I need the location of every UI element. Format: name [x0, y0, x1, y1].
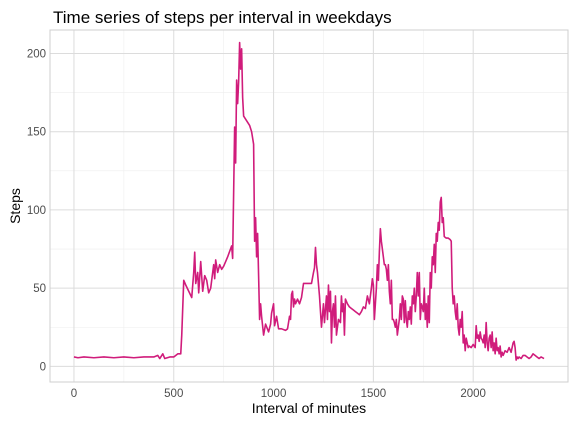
- x-tick-label: 1000: [261, 388, 287, 400]
- y-tick-label: 50: [33, 283, 46, 295]
- grid: [50, 30, 568, 382]
- y-tick-label: 150: [27, 127, 46, 139]
- x-tick-label: 2000: [460, 388, 486, 400]
- x-axis-title: Interval of minutes: [252, 400, 366, 416]
- y-tick-labels: 0 50 100 150 200: [27, 48, 46, 373]
- y-tick-label: 200: [27, 48, 46, 60]
- x-tick-labels: 0 500 1000 1500 2000: [71, 388, 486, 400]
- y-tick-label: 100: [27, 205, 46, 217]
- y-axis-title: Steps: [7, 188, 23, 224]
- y-tick-label: 0: [40, 361, 46, 373]
- series-layer: [73, 41, 545, 361]
- series-line-1: [73, 41, 545, 361]
- x-tick-label: 500: [164, 388, 183, 400]
- x-tick-label: 0: [71, 388, 77, 400]
- x-tick-label: 1500: [361, 388, 387, 400]
- plot-panel-border: [49, 29, 569, 383]
- chart-title: Time series of steps per interval in wee…: [53, 8, 392, 27]
